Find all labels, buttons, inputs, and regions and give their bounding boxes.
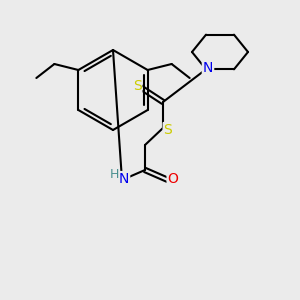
Text: O: O bbox=[168, 172, 178, 186]
Text: S: S bbox=[164, 123, 172, 137]
Text: H: H bbox=[109, 169, 119, 182]
Text: N: N bbox=[203, 61, 213, 75]
Text: S: S bbox=[133, 79, 141, 93]
Text: N: N bbox=[119, 172, 129, 186]
